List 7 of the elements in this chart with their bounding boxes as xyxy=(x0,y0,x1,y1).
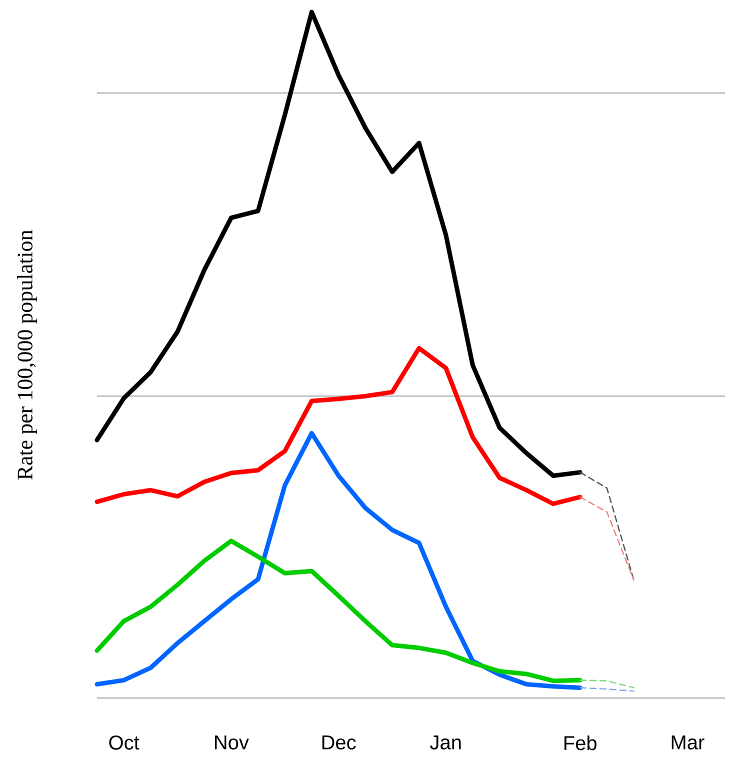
x-tick-label: Jan xyxy=(430,736,461,750)
x-tick-label: Oct xyxy=(109,736,140,750)
x-tick-label: Mar xyxy=(672,736,704,750)
x-tick-label: Nov xyxy=(215,736,249,750)
x-tick-label: Feb xyxy=(564,736,596,750)
x-tick-label: Dec xyxy=(322,736,356,750)
y-axis-title: Rate per 100,000 population xyxy=(17,230,37,480)
